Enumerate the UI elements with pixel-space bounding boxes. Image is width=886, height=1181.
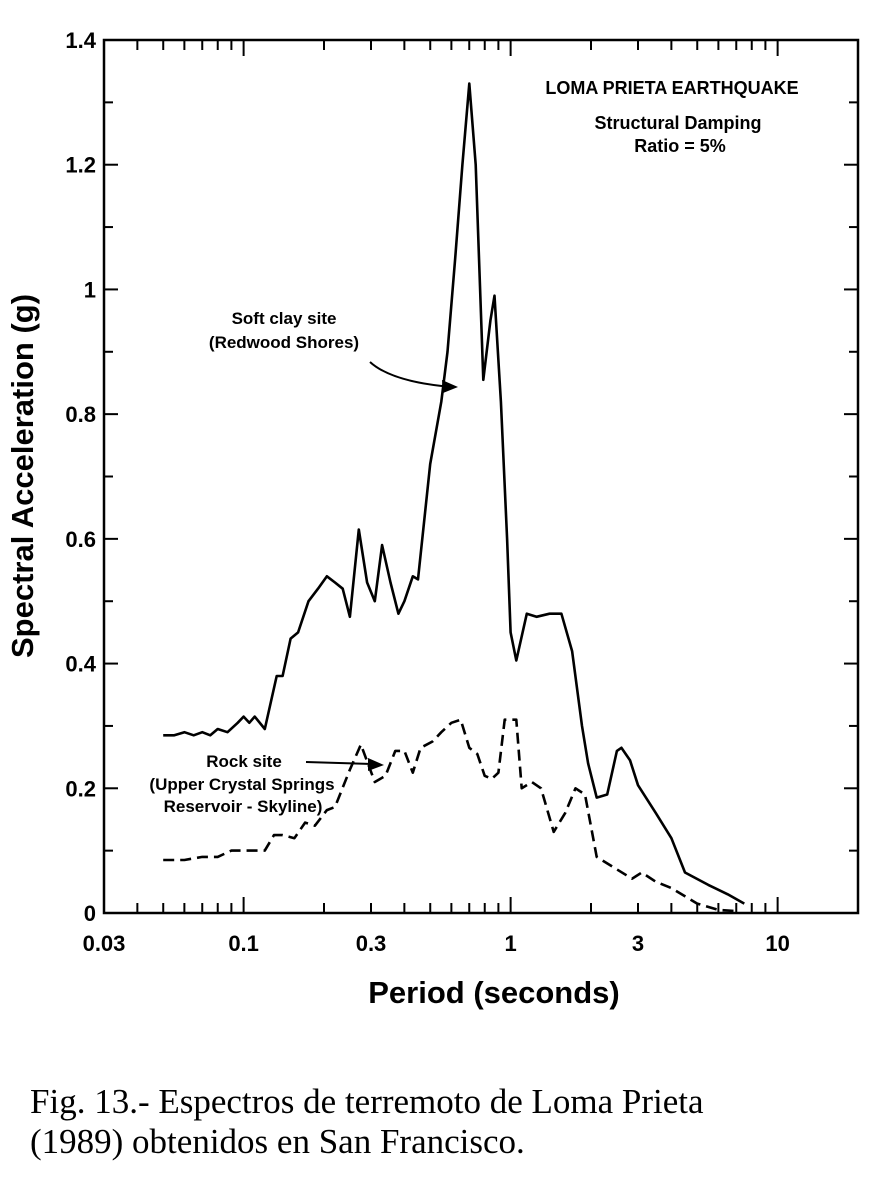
rock-arrowhead <box>368 758 384 771</box>
soft-clay-arrowhead <box>442 380 458 393</box>
plot-frame: 0 0.2 0.4 0.6 0.8 1 1.2 1.4 0.03 0.1 0.3 1 3 10 <box>65 28 860 956</box>
soft-clay-label-line-2: (Redwood Shores) <box>209 333 359 352</box>
rock-label-line-3: Reservoir - Skyline) <box>164 797 323 816</box>
rock-label-line-2: (Upper Crystal Springs <box>149 775 334 794</box>
x-axis-title: Period (seconds) <box>368 975 620 1010</box>
rock-arrow <box>305 761 373 765</box>
y-tick-label: 0 <box>84 901 96 926</box>
x-tick-label: 1 <box>504 931 516 956</box>
rock-label-line-1: Rock site <box>206 752 282 771</box>
caption-line-2: (1989) obtenidos en San Francisco. <box>30 1122 525 1161</box>
series-layer <box>163 82 745 913</box>
annotation-title-line-1: LOMA PRIETA EARTHQUAKE <box>545 78 798 98</box>
spectral-acceleration-chart: 0 0.2 0.4 0.6 0.8 1 1.2 1.4 0.03 0.1 0.3 1 3 10 LOMA … <box>5 28 860 1010</box>
y-tick-label: 0.6 <box>65 527 96 552</box>
soft-clay-arrow <box>369 361 453 388</box>
soft-clay-series-line <box>163 82 745 905</box>
y-tick-label: 1.4 <box>65 28 96 53</box>
rock-site-series-line <box>163 718 737 913</box>
annotation-layer: LOMA PRIETA EARTHQUAKE Structural Dampin… <box>149 78 798 816</box>
y-tick-label: 0.8 <box>65 402 96 427</box>
x-tick-label: 0.3 <box>356 931 387 956</box>
figure-caption: Fig. 13.- Espectros de terremoto de Loma… <box>30 1082 870 1162</box>
y-tick-label: 1.2 <box>65 153 96 178</box>
soft-clay-label-line-1: Soft clay site <box>232 309 337 328</box>
annotation-title-line-2: Structural Damping <box>594 113 761 133</box>
x-tick-label: 3 <box>632 931 644 956</box>
annotation-title-line-3: Ratio = 5% <box>634 136 726 156</box>
y-tick-label: 0.2 <box>65 776 96 801</box>
x-tick-label: 0.1 <box>228 931 259 956</box>
caption-line-1: Fig. 13.- Espectros de terremoto de Loma… <box>30 1082 704 1121</box>
y-tick-label: 0.4 <box>65 652 96 677</box>
y-tick-label: 1 <box>84 277 96 302</box>
x-tick-label: 10 <box>765 931 789 956</box>
y-axis-title: Spectral Acceleration (g) <box>5 294 40 658</box>
x-tick-label: 0.03 <box>83 931 126 956</box>
